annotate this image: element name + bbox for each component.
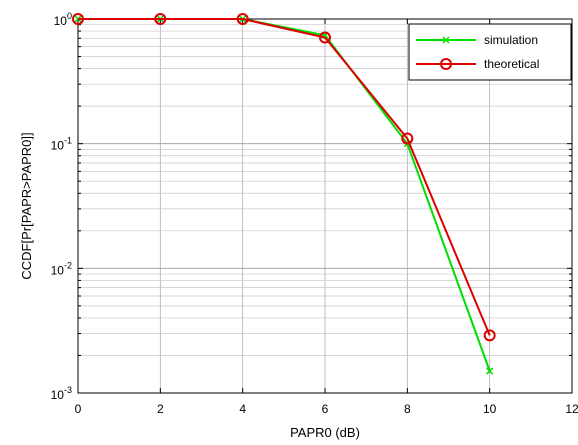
legend-marker [440, 58, 452, 70]
series-line [78, 18, 491, 336]
x-axis-label: PAPR0 (dB) [290, 425, 360, 440]
data-point [319, 31, 331, 44]
series-2 [72, 13, 496, 342]
x-tick-label: 12 [565, 402, 578, 416]
legend-label: theoretical [484, 57, 539, 71]
y-tick-label: 100 [54, 11, 72, 28]
data-point [401, 132, 414, 145]
y-tick-label: 10-3 [51, 385, 72, 402]
data-point [483, 329, 496, 342]
x-tick-label: 10 [483, 402, 497, 416]
data-point [154, 13, 167, 25]
y-tick-label: 10-1 [51, 136, 72, 153]
x-tick-label: 2 [157, 402, 164, 416]
series-layer [72, 13, 496, 375]
legend-entry: theoretical [416, 57, 539, 71]
data-point [72, 13, 84, 25]
y-axis-label: CCDF[Pr[PAPR>PAPR0]] [19, 132, 34, 279]
legend-box [408, 23, 572, 81]
legend-entry: simulation [416, 33, 538, 47]
data-point [236, 13, 249, 25]
legend: simulation theoretical [408, 23, 572, 81]
y-tick-labels: 100 10-1 10-2 10-3 [51, 11, 72, 402]
x-tick-label: 0 [75, 402, 82, 416]
legend-label: simulation [484, 33, 538, 47]
legend-marker [442, 36, 450, 44]
y-tick-label: 10-2 [51, 260, 72, 277]
x-tick-labels: 0 2 4 6 8 10 12 [75, 402, 578, 416]
x-tick-label: 4 [239, 402, 246, 416]
x-tick-label: 8 [404, 402, 411, 416]
data-point [486, 367, 494, 375]
x-tick-label: 6 [322, 402, 329, 416]
